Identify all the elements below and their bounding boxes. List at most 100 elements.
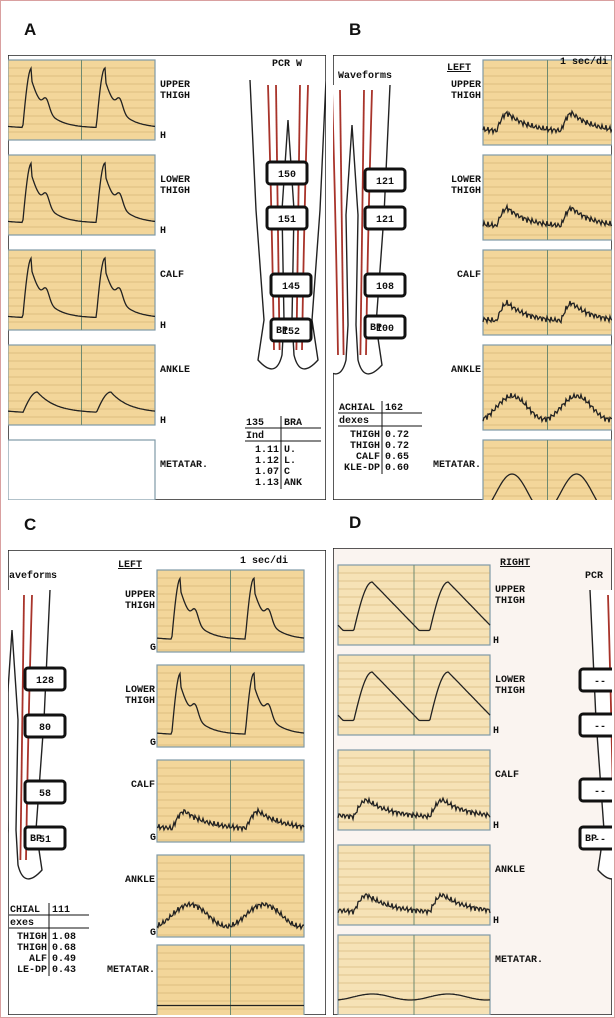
pressure: 58 [39, 789, 51, 800]
waveform-label: CALF [160, 270, 184, 281]
channel-mark: H [493, 821, 499, 832]
waveform-label: LOWER [495, 675, 525, 686]
table-cell: L. [284, 456, 296, 467]
pressure: 121 [376, 215, 394, 226]
pressure: 150 [278, 170, 296, 181]
panel-content: UPPERTHIGHGLOWERTHIGHGCALFGANKLEGMETATAR… [0, 550, 326, 1018]
pressure: -- [594, 677, 606, 688]
channel-mark: G [150, 833, 156, 844]
waveform-label: CALF [495, 770, 519, 781]
table-header: CHIAL [10, 905, 40, 916]
waveform-label: THIGH [125, 696, 155, 707]
pressure: -- [594, 722, 606, 733]
waveform-label: THIGH [451, 186, 481, 197]
waveform-label: CALF [131, 780, 155, 791]
waveform-label: METATAR. [160, 460, 208, 471]
header: aveforms [9, 570, 57, 582]
table-subheader: Ind [246, 430, 264, 442]
table-cell: 0.72 [385, 430, 409, 441]
channel-mark: H [160, 321, 166, 332]
channel-mark: H [493, 726, 499, 737]
waveform-label: UPPER [125, 590, 155, 601]
table-header: BRA [284, 418, 302, 429]
panel-letter: D [349, 513, 361, 532]
table-cell: ALF [29, 954, 47, 965]
waveform-label: METATAR. [495, 955, 543, 966]
table-cell: 0.43 [52, 965, 76, 976]
panel: AUPPERTHIGHHLOWERTHIGHHCALFHANKLEHMETATA… [8, 20, 326, 500]
table-cell: 1.07 [255, 467, 279, 478]
waveform-label: UPPER [160, 80, 190, 91]
waveform-label: UPPER [451, 80, 481, 91]
waveform-label: LOWER [125, 685, 155, 696]
table-cell: 0.65 [385, 452, 409, 463]
side: RIGHT [500, 558, 530, 569]
table-cell: 0.72 [385, 441, 409, 452]
table-cell: 0.68 [52, 943, 76, 954]
table-cell: U. [284, 445, 296, 456]
cuff-tag: BP [585, 834, 597, 845]
pressure: 80 [39, 723, 51, 734]
waveform-label: THIGH [495, 686, 525, 697]
waveform-label: ANKLE [125, 875, 155, 886]
table-cell: ANK [284, 478, 302, 489]
table-cell: LE-DP [17, 965, 47, 976]
channel-mark: H [493, 636, 499, 647]
table-subheader: exes [10, 918, 34, 929]
waveform-label: METATAR. [433, 460, 481, 471]
waveform-label: THIGH [160, 91, 190, 102]
panel-content: UPPERTHIGHLOWERTHIGHCALFANKLEMETATAR.121… [314, 55, 612, 525]
pressure: 108 [376, 282, 394, 293]
waveform-label: METATAR. [107, 965, 155, 976]
header: PCR [585, 571, 603, 582]
panel: DUPPERTHIGHHLOWERTHIGHHCALFHANKLEHMETATA… [333, 513, 615, 1015]
table-cell: 1.12 [255, 456, 279, 467]
table-subheader: dexes [339, 415, 369, 427]
side: LEFT [447, 63, 471, 74]
waveform-label: UPPER [495, 585, 525, 596]
waveform-label: THIGH [451, 91, 481, 102]
panel: BUPPERTHIGHLOWERTHIGHCALFANKLEMETATAR.12… [314, 20, 612, 525]
table-cell: CALF [356, 452, 380, 463]
table-header: ACHIAL [339, 403, 375, 414]
figure: AUPPERTHIGHHLOWERTHIGHHCALFHANKLEHMETATA… [0, 0, 615, 1018]
panel-letter: B [349, 20, 361, 39]
table-cell: 0.49 [52, 954, 76, 965]
pressure: -- [594, 787, 606, 798]
pressure: 151 [278, 215, 296, 226]
waveform-label: ANKLE [451, 365, 481, 376]
pressure: 121 [376, 177, 394, 188]
table-cell: 1.08 [52, 932, 76, 943]
table-cell: THIGH [350, 430, 380, 441]
waveform-label: LOWER [451, 175, 481, 186]
waveform-label: THIGH [160, 186, 190, 197]
header: PCR W [272, 59, 302, 70]
channel-mark: H [160, 226, 166, 237]
table-cell: 1.13 [255, 478, 279, 489]
waveform-label: LOWER [160, 175, 190, 186]
panel-content: UPPERTHIGHHLOWERTHIGHHCALFHANKLEHMETATAR… [8, 55, 326, 500]
table-cell: THIGH [17, 943, 47, 954]
header: Waveforms [338, 70, 392, 82]
waveform-label: ANKLE [495, 865, 525, 876]
table-cell: THIGH [350, 441, 380, 452]
table-cell: 0.60 [385, 463, 409, 474]
table-cell: 1.11 [255, 445, 279, 456]
waveform-box [8, 440, 155, 500]
cuff-tag: BP [276, 326, 288, 337]
panel: CUPPERTHIGHGLOWERTHIGHGCALFGANKLEGMETATA… [0, 515, 326, 1018]
channel-mark: H [160, 131, 166, 142]
table-cell: KLE-DP [344, 463, 380, 474]
waveform-label: CALF [457, 270, 481, 281]
cuff-tag: BP [370, 323, 382, 334]
panel-letter: A [24, 20, 36, 39]
channel-mark: H [160, 416, 166, 427]
side: LEFT [118, 560, 142, 571]
waveform-label: THIGH [125, 601, 155, 612]
channel-mark: H [493, 916, 499, 927]
cuff-tag: BP [30, 834, 42, 845]
table-cell: THIGH [17, 932, 47, 943]
channel-mark: G [150, 643, 156, 654]
pressure: 145 [282, 282, 300, 293]
table-header: 135 [246, 418, 264, 429]
